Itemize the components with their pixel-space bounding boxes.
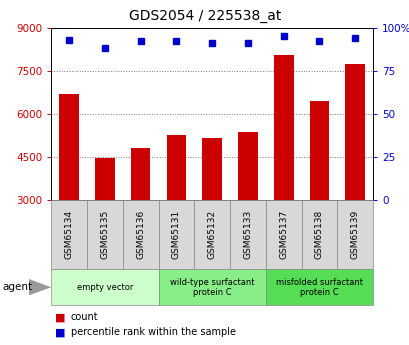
Text: count: count bbox=[71, 313, 98, 322]
Text: GSM65135: GSM65135 bbox=[100, 210, 109, 259]
Bar bbox=[229, 200, 265, 269]
Bar bbox=[51, 269, 158, 305]
Text: GSM65138: GSM65138 bbox=[314, 210, 323, 259]
Polygon shape bbox=[29, 279, 51, 295]
Text: GSM65139: GSM65139 bbox=[350, 210, 359, 259]
Text: GDS2054 / 225538_at: GDS2054 / 225538_at bbox=[128, 9, 281, 23]
Bar bbox=[309, 101, 328, 200]
Text: GSM65134: GSM65134 bbox=[65, 210, 74, 259]
Bar bbox=[59, 94, 79, 200]
Text: empty vector: empty vector bbox=[76, 283, 133, 292]
Bar bbox=[87, 200, 122, 269]
Bar bbox=[194, 200, 229, 269]
Bar bbox=[265, 269, 372, 305]
Bar bbox=[265, 200, 301, 269]
Bar bbox=[95, 158, 115, 200]
Bar bbox=[238, 132, 257, 200]
Text: ■: ■ bbox=[55, 313, 66, 322]
Bar bbox=[273, 55, 293, 200]
Text: agent: agent bbox=[2, 282, 32, 292]
Bar bbox=[301, 200, 337, 269]
Bar bbox=[158, 269, 265, 305]
Bar bbox=[122, 200, 158, 269]
Text: GSM65137: GSM65137 bbox=[279, 210, 288, 259]
Text: ■: ■ bbox=[55, 327, 66, 337]
Text: GSM65133: GSM65133 bbox=[243, 210, 252, 259]
Bar bbox=[130, 148, 150, 200]
Text: GSM65131: GSM65131 bbox=[171, 210, 180, 259]
Text: misfolded surfactant
protein C: misfolded surfactant protein C bbox=[275, 277, 362, 297]
Bar bbox=[202, 138, 221, 200]
Bar bbox=[344, 63, 364, 200]
Bar bbox=[51, 200, 87, 269]
Text: GSM65132: GSM65132 bbox=[207, 210, 216, 259]
Bar bbox=[166, 135, 186, 200]
Text: percentile rank within the sample: percentile rank within the sample bbox=[71, 327, 235, 337]
Bar bbox=[158, 200, 194, 269]
Text: wild-type surfactant
protein C: wild-type surfactant protein C bbox=[169, 277, 254, 297]
Bar bbox=[337, 200, 372, 269]
Text: GSM65136: GSM65136 bbox=[136, 210, 145, 259]
